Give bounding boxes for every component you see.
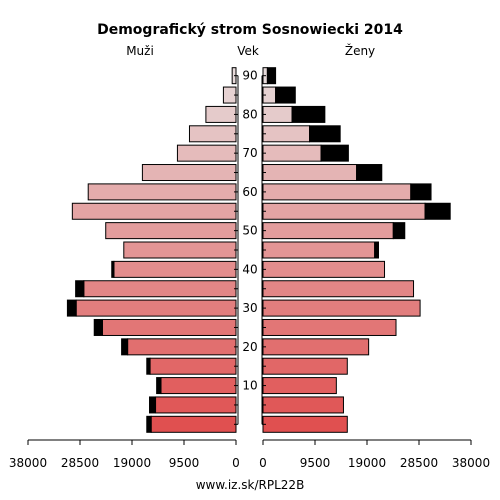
age-tick-label: 70 — [242, 146, 257, 160]
bar-women-0-4 — [262, 415, 348, 433]
bar-men-surplus-35-39 — [75, 280, 85, 298]
bar-men-surplus-30-34 — [66, 299, 77, 317]
bar-women-50-54 — [262, 222, 394, 240]
center-label: Vek — [237, 44, 259, 58]
bar-men-surplus-25-29 — [93, 318, 103, 336]
age-tick-label: 40 — [242, 262, 257, 276]
bar-women-15-19 — [262, 357, 348, 375]
bar-women-45-49 — [262, 241, 376, 259]
age-tick-label: 50 — [242, 224, 257, 238]
right-label: Ženy — [345, 43, 375, 58]
chart-title: Demografický strom Sosnowiecki 2014 — [97, 22, 403, 38]
bar-men-45-49 — [123, 241, 237, 259]
bar-women-10-14 — [262, 377, 337, 395]
bar-women-55-59 — [262, 202, 426, 220]
bar-men-15-19 — [149, 357, 237, 375]
bar-women-60-64 — [262, 183, 412, 201]
bar-men-5-9 — [155, 396, 237, 414]
bar-women-65-69 — [262, 164, 358, 182]
bar-men-20-24 — [127, 338, 237, 356]
bar-women-surplus-60-64 — [410, 183, 432, 201]
left-label: Muži — [126, 44, 154, 58]
bar-women-75-79 — [262, 125, 311, 143]
bar-men-10-14 — [160, 377, 237, 395]
x-tick-label-left: 19000 — [113, 456, 151, 470]
x-tick-label-left: 28500 — [61, 456, 99, 470]
bar-women-20-24 — [262, 338, 370, 356]
bar-men-65-69 — [141, 164, 237, 182]
bar-men-surplus-15-19 — [146, 357, 151, 375]
bar-men-surplus-0-4 — [146, 415, 152, 433]
bar-women-surplus-85-89 — [275, 86, 296, 104]
bar-women-40-44 — [262, 260, 386, 278]
bar-women-surplus-50-54 — [392, 222, 406, 240]
bar-men-40-44 — [113, 260, 237, 278]
x-tick-label-right: 19000 — [348, 456, 386, 470]
x-tick-label-left: 0 — [232, 456, 240, 470]
x-tick-label-left: 9500 — [169, 456, 200, 470]
age-tick-label: 60 — [242, 185, 257, 199]
x-tick-label-right: 0 — [259, 456, 267, 470]
bar-men-55-59 — [71, 202, 237, 220]
x-tick-label-left: 38000 — [9, 456, 47, 470]
x-tick-label-right: 28500 — [400, 456, 438, 470]
bar-men-75-79 — [188, 125, 237, 143]
footer-text: www.iz.sk/RPL22B — [196, 478, 305, 492]
bar-women-30-34 — [262, 299, 421, 317]
bar-women-surplus-80-84 — [291, 105, 326, 123]
bar-men-70-74 — [176, 144, 237, 162]
bar-men-surplus-40-44 — [111, 260, 115, 278]
age-tick-label: 90 — [242, 69, 257, 83]
x-tick-label-right: 38000 — [452, 456, 490, 470]
bar-men-60-64 — [87, 183, 237, 201]
bar-men-35-39 — [83, 280, 237, 298]
bar-women-surplus-70-74 — [320, 144, 349, 162]
bar-men-30-34 — [75, 299, 237, 317]
bar-women-80-84 — [262, 105, 293, 123]
bar-women-surplus-75-79 — [309, 125, 341, 143]
bar-men-50-54 — [105, 222, 237, 240]
age-tick-label: 10 — [242, 379, 257, 393]
bar-women-5-9 — [262, 396, 344, 414]
bar-women-surplus-90+ — [266, 67, 277, 85]
bar-women-surplus-65-69 — [356, 164, 383, 182]
x-tick-label-right: 9500 — [300, 456, 331, 470]
age-tick-label: 80 — [242, 107, 257, 121]
bar-women-surplus-45-49 — [374, 241, 379, 259]
bar-men-0-4 — [150, 415, 237, 433]
bar-men-surplus-10-14 — [156, 377, 162, 395]
bar-men-80-84 — [205, 105, 237, 123]
bar-men-surplus-20-24 — [121, 338, 129, 356]
age-tick-label: 30 — [242, 301, 257, 315]
bar-women-70-74 — [262, 144, 322, 162]
bar-men-surplus-5-9 — [149, 396, 157, 414]
bar-women-35-39 — [262, 280, 415, 298]
bar-women-surplus-55-59 — [424, 202, 451, 220]
age-tick-label: 20 — [242, 340, 257, 354]
bar-men-25-29 — [101, 318, 237, 336]
bar-women-25-29 — [262, 318, 397, 336]
